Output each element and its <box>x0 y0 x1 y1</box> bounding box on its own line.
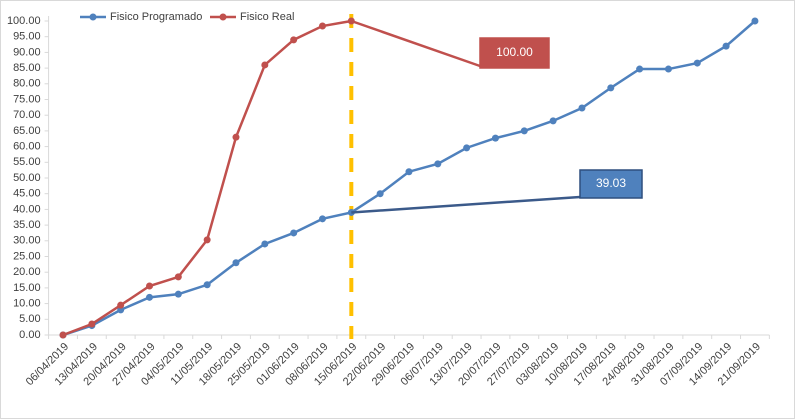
point <box>261 240 269 248</box>
callout-leader <box>350 19 481 68</box>
legend-marker <box>219 13 227 21</box>
point <box>174 290 182 298</box>
y-tick-label: 35.00 <box>13 219 41 231</box>
point <box>636 65 644 73</box>
y-tick-label: 10.00 <box>13 298 41 310</box>
point <box>117 301 125 309</box>
y-tick-label: 15.00 <box>13 282 41 294</box>
legend-marker <box>89 13 97 21</box>
y-tick-label: 90.00 <box>13 46 41 58</box>
point <box>463 144 471 152</box>
y-tick-label: 5.00 <box>19 313 40 325</box>
point <box>146 293 154 301</box>
y-tick-label: 40.00 <box>13 203 41 215</box>
point <box>203 236 211 244</box>
point <box>88 320 96 328</box>
point <box>232 259 240 267</box>
y-tick-label: 85.00 <box>13 62 41 74</box>
point <box>290 229 298 237</box>
point <box>549 117 557 125</box>
point <box>376 190 384 198</box>
data-label: 100.00 <box>496 45 533 59</box>
y-tick-label: 45.00 <box>13 188 41 200</box>
callout-box <box>479 37 550 69</box>
point <box>146 282 154 290</box>
y-tick-label: 0.00 <box>19 329 40 341</box>
point <box>751 17 759 25</box>
y-tick-label: 95.00 <box>13 31 41 43</box>
y-tick-label: 80.00 <box>13 78 41 90</box>
point <box>491 134 499 142</box>
data-label: 39.03 <box>596 176 626 190</box>
point <box>578 104 586 112</box>
point <box>232 133 240 141</box>
y-tick-label: 50.00 <box>13 172 41 184</box>
point <box>318 215 326 223</box>
callout-box <box>579 169 643 199</box>
y-tick-label: 55.00 <box>13 156 41 168</box>
y-tick-label: 20.00 <box>13 266 41 278</box>
point <box>261 61 269 69</box>
point <box>59 331 67 339</box>
y-tick-label: 60.00 <box>13 141 41 153</box>
callout-leader <box>351 195 581 214</box>
point <box>664 65 672 73</box>
y-tick-label: 75.00 <box>13 93 41 105</box>
point <box>434 160 442 168</box>
point <box>405 168 413 176</box>
y-tick-label: 100.00 <box>7 15 41 27</box>
point <box>174 273 182 281</box>
point <box>722 42 730 50</box>
point <box>607 84 615 92</box>
legend-label: Fisico Programado <box>110 11 202 23</box>
point <box>520 127 528 135</box>
legend-label: Fisico Real <box>240 11 294 23</box>
point <box>693 59 701 67</box>
point <box>290 36 298 44</box>
y-tick-label: 70.00 <box>13 109 41 121</box>
y-tick-label: 65.00 <box>13 125 41 137</box>
point <box>203 281 211 289</box>
point <box>318 22 326 30</box>
y-tick-label: 30.00 <box>13 235 41 247</box>
y-tick-label: 25.00 <box>13 250 41 262</box>
